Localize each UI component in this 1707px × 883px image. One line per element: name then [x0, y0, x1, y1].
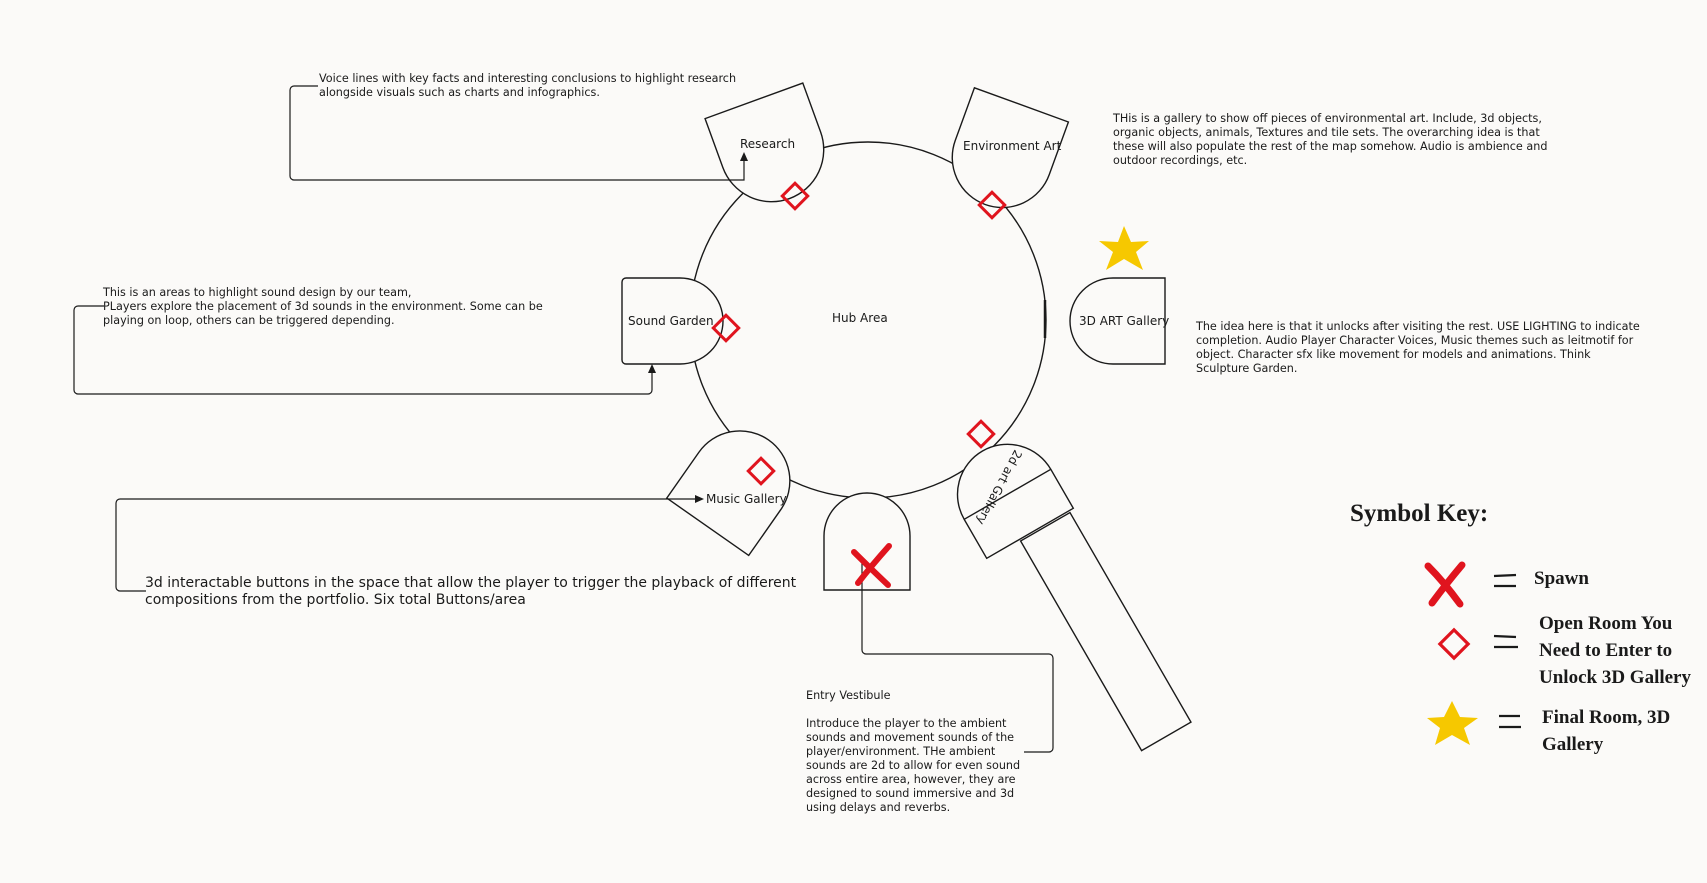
- sound-garden-label: Sound Garden: [628, 314, 714, 328]
- key-spawn-icon: [1424, 561, 1466, 608]
- key-equals-2: [1493, 634, 1518, 649]
- research-room: [704, 82, 825, 203]
- open-room-diamond-2d-gallery: [966, 419, 996, 449]
- open-room-diamond-music-gallery: [746, 456, 776, 486]
- research-arrowhead: [740, 152, 748, 161]
- sound-garden-arrowhead: [648, 364, 656, 373]
- sound-garden-connector: [73, 305, 653, 395]
- research-label: Research: [740, 137, 795, 151]
- environment-art-room: [951, 86, 1070, 209]
- sound-garden-room: [621, 277, 724, 365]
- gallery-3d-note: The idea here is that it unlocks after v…: [1196, 320, 1640, 375]
- music-gallery-note: 3d interactable buttons in the space tha…: [145, 575, 797, 608]
- open-room-diamond-environment-art: [977, 190, 1007, 220]
- spawn-x-icon: [851, 543, 892, 588]
- hub-area-label: Hub Area: [832, 311, 888, 325]
- open-room-diamond-sound-garden: [711, 313, 741, 343]
- key-spawn-label: Spawn: [1534, 568, 1589, 589]
- key-star-icon: [1427, 701, 1478, 745]
- key-open-room-label: Open Room You Need to Enter to Unlock 3D…: [1539, 613, 1691, 688]
- open-room-diamond-research: [780, 181, 810, 211]
- gallery-2d-room: [956, 443, 1192, 752]
- symbol-key-title: Symbol Key:: [1350, 500, 1489, 527]
- environment-art-note: THis is a gallery to show off pieces of …: [1113, 112, 1548, 167]
- gallery-3d-room: [1069, 277, 1166, 365]
- key-equals-1: [1493, 573, 1517, 588]
- music-gallery-arrowhead: [695, 495, 704, 503]
- key-final-room-label: Final Room, 3D Gallery: [1542, 707, 1671, 755]
- entry-vestibule-title: Entry Vestibule: [806, 689, 891, 702]
- music-gallery-room: [665, 430, 791, 557]
- entry-vestibule-note: Introduce the player to the ambient soun…: [806, 717, 1021, 814]
- research-connector: [289, 85, 745, 181]
- sound-garden-note: This is an areas to highlight sound desi…: [103, 286, 543, 327]
- music-gallery-label: Music Gallery: [706, 492, 787, 506]
- gallery-3d-label: 3D ART Gallery: [1079, 314, 1169, 328]
- final-room-star-icon: [1099, 226, 1149, 270]
- environment-art-label: Environment Art: [963, 139, 1062, 153]
- key-diamond-icon: [1437, 627, 1471, 661]
- entry-vestibule-room: [823, 492, 911, 591]
- music-gallery-connector: [115, 498, 700, 592]
- research-note: Voice lines with key facts and interesti…: [319, 72, 737, 99]
- key-equals-3: [1499, 714, 1521, 729]
- entry-connector: [861, 560, 1054, 753]
